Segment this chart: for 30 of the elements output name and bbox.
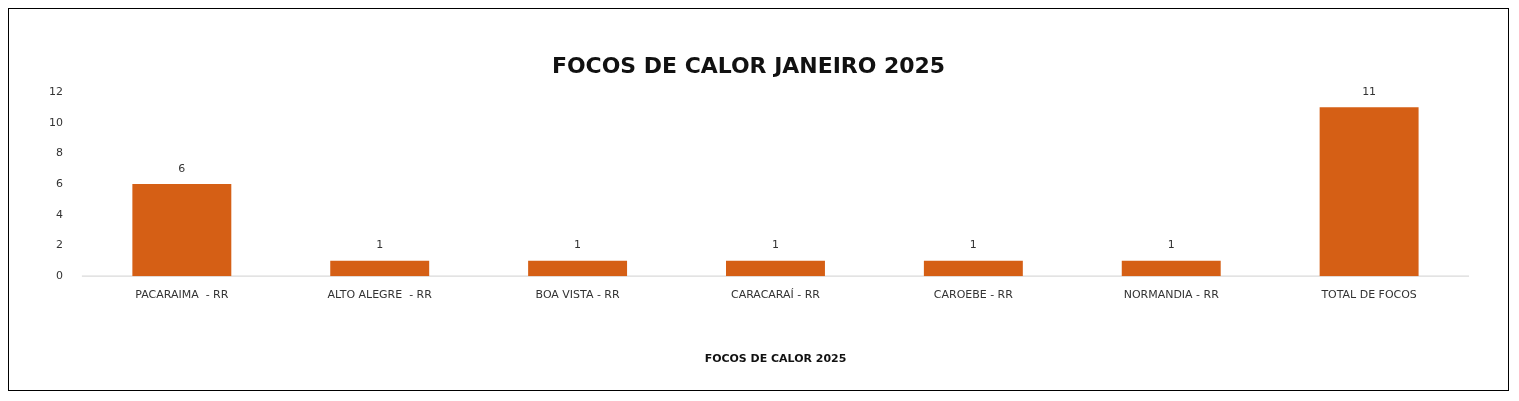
bar xyxy=(1121,260,1221,277)
bar xyxy=(330,260,430,277)
data-label: 11 xyxy=(1362,84,1377,98)
x-tick-label: CAROEBE - RR xyxy=(933,287,1014,301)
bar xyxy=(1319,107,1419,277)
x-tick-label: CARACARAÍ - RR xyxy=(731,287,821,301)
x-tick-label: BOA VISTA - RR xyxy=(535,287,620,301)
y-tick-label: 2 xyxy=(55,238,63,252)
x-tick-label: NORMANDIA - RR xyxy=(1123,287,1220,301)
bar xyxy=(528,260,628,277)
x-axis-title: FOCOS DE CALOR 2025 xyxy=(704,352,847,366)
y-tick-label: 12 xyxy=(48,84,63,98)
chart-title: FOCOS DE CALOR JANEIRO 2025 xyxy=(551,52,946,78)
data-label: 1 xyxy=(1167,238,1175,252)
x-tick-label: TOTAL DE FOCOS xyxy=(1320,287,1417,301)
data-label: 1 xyxy=(574,238,582,252)
data-label: 6 xyxy=(178,161,186,175)
bar xyxy=(923,260,1023,277)
y-tick-label: 10 xyxy=(48,115,63,129)
y-tick-label: 8 xyxy=(55,146,63,160)
data-label: 1 xyxy=(969,238,977,252)
data-label: 1 xyxy=(376,238,384,252)
data-label: 1 xyxy=(771,238,779,252)
x-tick-label: PACARAIMA - RR xyxy=(135,287,229,301)
y-tick-label: 0 xyxy=(55,269,63,283)
bar xyxy=(132,184,232,277)
y-tick-label: 6 xyxy=(55,176,63,190)
bar xyxy=(726,260,825,277)
y-tick-label: 4 xyxy=(55,207,63,221)
x-tick-label: ALTO ALEGRE - RR xyxy=(327,287,433,301)
